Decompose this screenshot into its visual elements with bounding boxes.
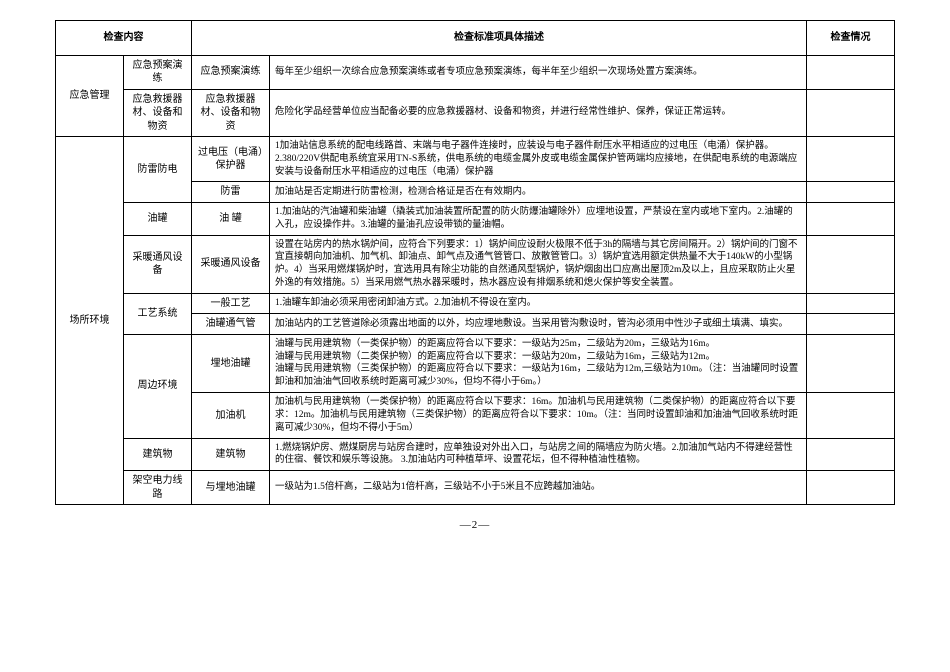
item-cell: 埋地油罐 <box>192 334 270 392</box>
sub-cell: 周边环境 <box>124 334 192 438</box>
status-cell <box>807 202 895 235</box>
status-cell <box>807 314 895 335</box>
table-row: 应急管理 应急预案演练 应急预案演练 每年至少组织一次综合应急预案演练或者专项应… <box>56 55 895 89</box>
status-cell <box>807 393 895 438</box>
item-cell: 防雷 <box>192 182 270 203</box>
desc-cell: 加油站内的工艺管道除必须露出地面的以外，均应埋地敷设。当采用管沟敷设时，管沟必须… <box>270 314 807 335</box>
item-cell: 加油机 <box>192 393 270 438</box>
item-cell: 过电压（电涌）保护器 <box>192 137 270 182</box>
desc-cell: 油罐与民用建筑物（一类保护物）的距离应符合以下要求：一级站为25m，二级站为20… <box>270 334 807 392</box>
sub-cell: 油罐 <box>124 202 192 235</box>
status-cell <box>807 55 895 89</box>
sub-cell: 应急救援器材、设备和物资 <box>124 89 192 137</box>
page-number: —2— <box>55 519 895 531</box>
item-cell: 采暖通风设备 <box>192 235 270 293</box>
table-row: 工艺系统 一般工艺 1.油罐车卸油必须采用密闭卸油方式。2.加油机不得设在室内。 <box>56 293 895 314</box>
status-cell <box>807 137 895 182</box>
item-cell: 一般工艺 <box>192 293 270 314</box>
status-cell <box>807 471 895 505</box>
table-row: 建筑物 建筑物 1.燃烧锅炉房、燃煤厨房与站房合建时，应单独设对外出入口，与站房… <box>56 438 895 471</box>
desc-cell: 每年至少组织一次综合应急预案演练或者专项应急预案演练，每半年至少组织一次现场处置… <box>270 55 807 89</box>
table-row: 周边环境 埋地油罐 油罐与民用建筑物（一类保护物）的距离应符合以下要求：一级站为… <box>56 334 895 392</box>
table-row: 应急救援器材、设备和物资 应急救援器材、设备和物资 危险化学品经营单位应当配备必… <box>56 89 895 137</box>
status-cell <box>807 334 895 392</box>
table-row: 油罐 油 罐 1.加油站的汽油罐和柴油罐（撬装式加油装置所配置的防火防爆油罐除外… <box>56 202 895 235</box>
item-cell: 油 罐 <box>192 202 270 235</box>
desc-cell: 加油站是否定期进行防雷检测，检测合格证是否在有效期内。 <box>270 182 807 203</box>
status-cell <box>807 89 895 137</box>
table-row: 采暖通风设备 采暖通风设备 设置在站房内的热水锅炉间，应符合下列要求：1）锅炉间… <box>56 235 895 293</box>
status-cell <box>807 293 895 314</box>
desc-cell: 设置在站房内的热水锅炉间，应符合下列要求：1）锅炉间应设耐火极限不低于3h的隔墙… <box>270 235 807 293</box>
status-cell <box>807 438 895 471</box>
item-cell: 应急救援器材、设备和物资 <box>192 89 270 137</box>
item-cell: 与埋地油罐 <box>192 471 270 505</box>
item-cell: 应急预案演练 <box>192 55 270 89</box>
status-cell <box>807 235 895 293</box>
sub-cell: 架空电力线路 <box>124 471 192 505</box>
desc-cell: 一级站为1.5倍杆高，二级站为1倍杆高，三级站不小于5米且不应跨越加油站。 <box>270 471 807 505</box>
desc-cell: 1.油罐车卸油必须采用密闭卸油方式。2.加油机不得设在室内。 <box>270 293 807 314</box>
desc-cell: 危险化学品经营单位应当配备必要的应急救援器材、设备和物资，并进行经常性维护、保养… <box>270 89 807 137</box>
status-cell <box>807 182 895 203</box>
desc-cell: 加油机与民用建筑物（一类保护物）的距离应符合以下要求：16m。加油机与民用建筑物… <box>270 393 807 438</box>
sub-cell: 采暖通风设备 <box>124 235 192 293</box>
col-status: 检查情况 <box>807 21 895 56</box>
sub-cell: 应急预案演练 <box>124 55 192 89</box>
table-row: 架空电力线路 与埋地油罐 一级站为1.5倍杆高，二级站为1倍杆高，三级站不小于5… <box>56 471 895 505</box>
col-content: 检查内容 <box>56 21 192 56</box>
table-row: 场所环境 防雷防电 过电压（电涌）保护器 1加油站信息系统的配电线路首、末端与电… <box>56 137 895 182</box>
cat-cell: 场所环境 <box>56 137 124 505</box>
desc-cell: 1加油站信息系统的配电线路首、末端与电子器件连接时，应装设与电子器件耐压水平相适… <box>270 137 807 182</box>
desc-cell: 1.燃烧锅炉房、燃煤厨房与站房合建时，应单独设对外出入口，与站房之间的隔墙应为防… <box>270 438 807 471</box>
header-row: 检查内容 检查标准项具体描述 检查情况 <box>56 21 895 56</box>
col-desc: 检查标准项具体描述 <box>192 21 807 56</box>
sub-cell: 建筑物 <box>124 438 192 471</box>
inspection-table: 检查内容 检查标准项具体描述 检查情况 应急管理 应急预案演练 应急预案演练 每… <box>55 20 895 505</box>
sub-cell: 防雷防电 <box>124 137 192 203</box>
item-cell: 建筑物 <box>192 438 270 471</box>
desc-cell: 1.加油站的汽油罐和柴油罐（撬装式加油装置所配置的防火防爆油罐除外）应埋地设置，… <box>270 202 807 235</box>
sub-cell: 工艺系统 <box>124 293 192 334</box>
cat-cell: 应急管理 <box>56 55 124 137</box>
item-cell: 油罐通气管 <box>192 314 270 335</box>
